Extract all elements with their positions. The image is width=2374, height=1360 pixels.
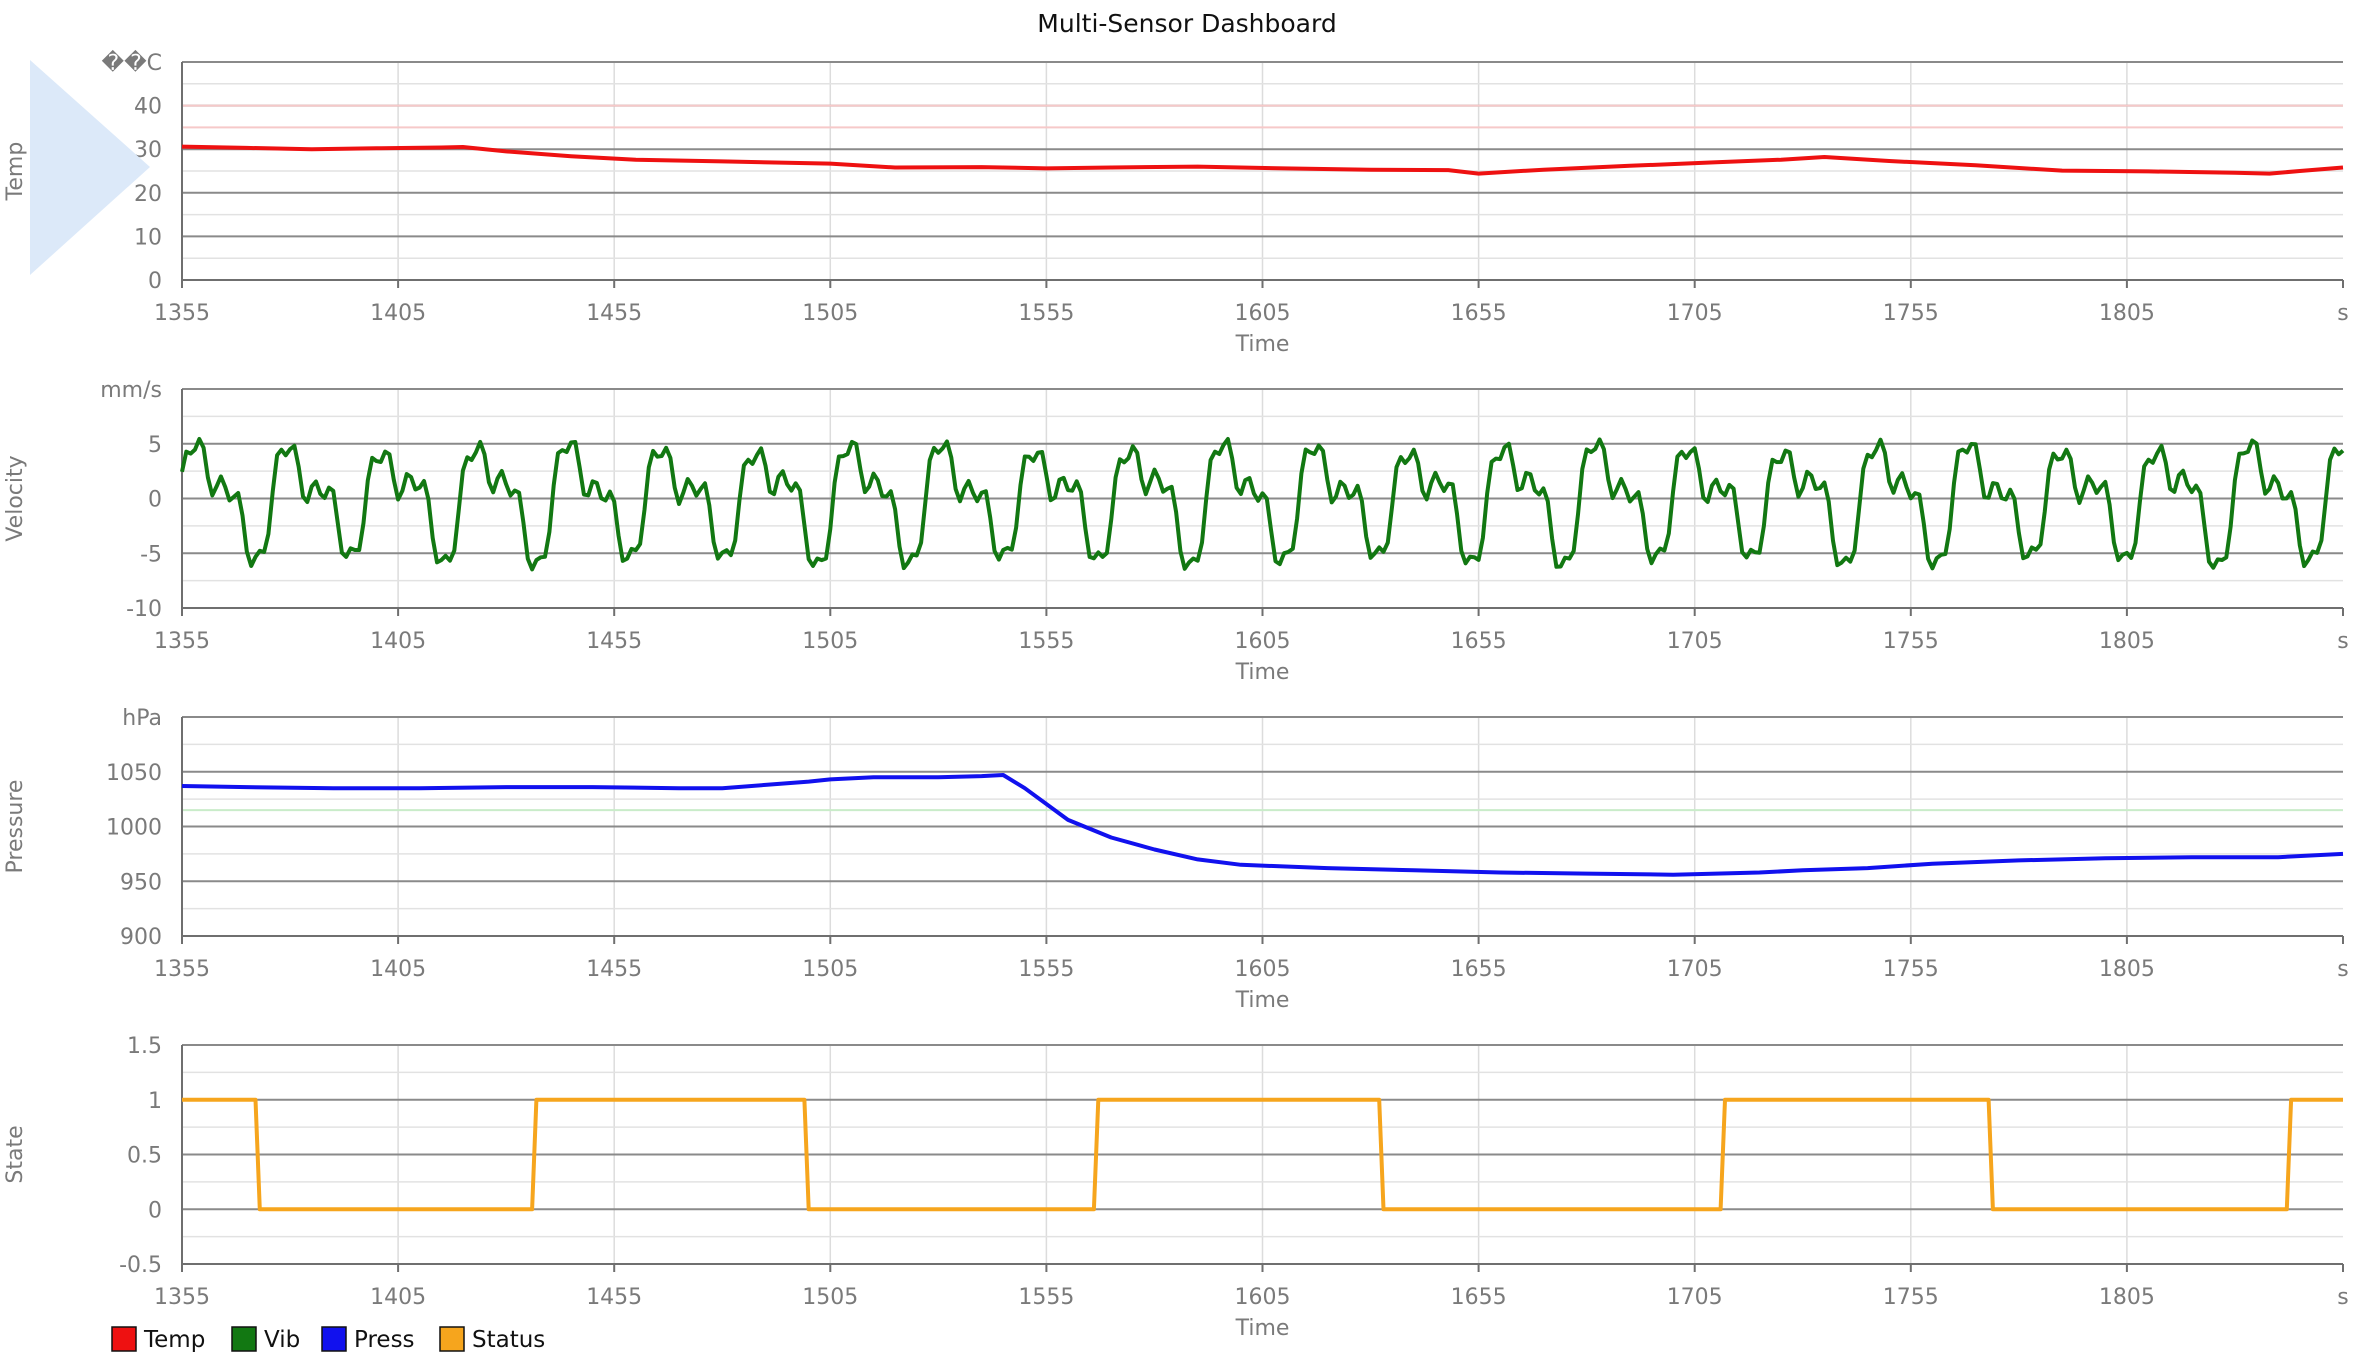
x-axis-label: Time bbox=[1235, 1316, 1290, 1341]
x-tick-label: 1655 bbox=[1451, 957, 1507, 982]
x-unit-label: s bbox=[2337, 301, 2348, 326]
x-tick-label: 1505 bbox=[802, 957, 858, 982]
y-tick-label: 1 bbox=[148, 1089, 162, 1114]
y-tick-label: 950 bbox=[120, 870, 162, 895]
x-unit-label: s bbox=[2337, 957, 2348, 982]
y-unit-label: mm/s bbox=[100, 378, 162, 403]
x-tick-label: 1555 bbox=[1018, 957, 1074, 982]
x-tick-label: 1505 bbox=[802, 629, 858, 654]
legend-label: Status bbox=[472, 1327, 545, 1353]
y-tick-label: -10 bbox=[126, 597, 162, 622]
x-tick-label: 1405 bbox=[370, 957, 426, 982]
x-tick-label: 1655 bbox=[1451, 629, 1507, 654]
play-icon[interactable] bbox=[30, 60, 150, 275]
x-tick-label: 1355 bbox=[154, 629, 210, 654]
x-tick-label: 1755 bbox=[1883, 957, 1939, 982]
x-tick-label: 1555 bbox=[1018, 629, 1074, 654]
x-tick-label: 1405 bbox=[370, 1285, 426, 1310]
x-tick-label: 1705 bbox=[1667, 1285, 1723, 1310]
legend-label: Temp bbox=[143, 1327, 205, 1353]
x-axis-label: Time bbox=[1235, 332, 1290, 357]
y-unit-label: hPa bbox=[122, 706, 162, 731]
x-unit-label: s bbox=[2337, 629, 2348, 654]
series-line-press bbox=[181, 773, 2344, 877]
y-tick-label: 900 bbox=[120, 925, 162, 950]
x-tick-label: 1605 bbox=[1235, 1285, 1291, 1310]
legend-swatch bbox=[231, 1326, 257, 1352]
x-tick-label: 1505 bbox=[802, 301, 858, 326]
x-tick-label: 1405 bbox=[370, 301, 426, 326]
x-tick-label: 1605 bbox=[1235, 957, 1291, 982]
legend-swatch bbox=[439, 1326, 465, 1352]
legend-swatch bbox=[321, 1326, 347, 1352]
y-tick-label: 0.5 bbox=[127, 1144, 162, 1169]
y-tick-label: 0 bbox=[148, 488, 162, 513]
panel-pressure: 900 950 1000 1050 hPa Pressure 1355 1405 1455 150… bbox=[3, 706, 2349, 1013]
y-tick-label: 5 bbox=[148, 433, 162, 458]
x-tick-label: 1705 bbox=[1667, 957, 1723, 982]
x-tick-label: 1605 bbox=[1235, 629, 1291, 654]
x-axis-label: Time bbox=[1235, 988, 1290, 1013]
panel-velocity: -10 -5 0 5 mm/s Velocity 1355 1405 1455 1505 1555 1… bbox=[3, 378, 2349, 685]
series-line-temp bbox=[181, 144, 2344, 176]
y-tick-label: 0 bbox=[148, 1198, 162, 1223]
y-tick-label: 20 bbox=[134, 182, 162, 207]
legend-label: Vib bbox=[264, 1327, 300, 1353]
x-tick-label: 1355 bbox=[154, 957, 210, 982]
x-tick-label: 1505 bbox=[802, 1285, 858, 1310]
y-tick-label: 1.5 bbox=[127, 1034, 162, 1059]
x-unit-label: s bbox=[2337, 1285, 2348, 1310]
x-axis-label: Time bbox=[1235, 660, 1290, 685]
x-tick-label: 1455 bbox=[586, 301, 642, 326]
x-tick-label: 1605 bbox=[1235, 301, 1291, 326]
legend-item-vib[interactable]: Vib bbox=[231, 1326, 300, 1353]
legend-item-temp[interactable]: Temp bbox=[111, 1326, 205, 1353]
x-tick-label: 1555 bbox=[1018, 1285, 1074, 1310]
x-tick-label: 1755 bbox=[1883, 629, 1939, 654]
x-tick-label: 1755 bbox=[1883, 301, 1939, 326]
x-tick-label: 1805 bbox=[2099, 629, 2155, 654]
y-unit-label: ��C bbox=[102, 49, 162, 76]
x-tick-label: 1805 bbox=[2099, 301, 2155, 326]
y-tick-label: -5 bbox=[140, 542, 162, 567]
x-tick-label: 1805 bbox=[2099, 1285, 2155, 1310]
x-tick-label: 1405 bbox=[370, 629, 426, 654]
y-tick-label: -0.5 bbox=[119, 1253, 162, 1278]
y-axis-label: Velocity bbox=[3, 455, 28, 541]
x-tick-label: 1455 bbox=[586, 629, 642, 654]
x-tick-label: 1455 bbox=[586, 957, 642, 982]
y-tick-label: 0 bbox=[148, 269, 162, 294]
chart-title: Multi-Sensor Dashboard bbox=[1037, 9, 1336, 38]
y-tick-label: 1000 bbox=[106, 816, 162, 841]
legend: Temp Vib Press Status bbox=[111, 1326, 545, 1353]
x-tick-label: 1705 bbox=[1667, 629, 1723, 654]
series-line-vib bbox=[180, 437, 2345, 572]
x-tick-label: 1355 bbox=[154, 1285, 210, 1310]
legend-item-status[interactable]: Status bbox=[439, 1326, 545, 1353]
y-axis-label: State bbox=[3, 1125, 28, 1183]
x-tick-label: 1455 bbox=[586, 1285, 642, 1310]
x-tick-label: 1805 bbox=[2099, 957, 2155, 982]
legend-label: Press bbox=[354, 1327, 415, 1353]
y-axis-label: Temp bbox=[3, 142, 28, 202]
x-tick-label: 1655 bbox=[1451, 301, 1507, 326]
x-tick-label: 1655 bbox=[1451, 1285, 1507, 1310]
panel-state: -0.5 0 0.5 1 1.5 State 1355 1405 1455 1505 1555 160… bbox=[3, 1034, 2349, 1341]
x-tick-label: 1705 bbox=[1667, 301, 1723, 326]
x-tick-label: 1755 bbox=[1883, 1285, 1939, 1310]
y-tick-label: 10 bbox=[134, 225, 162, 250]
legend-swatch bbox=[111, 1326, 137, 1352]
y-axis-label: Pressure bbox=[3, 780, 28, 874]
series-line-status bbox=[182, 1097, 2343, 1212]
x-tick-label: 1555 bbox=[1018, 301, 1074, 326]
y-tick-label: 40 bbox=[134, 95, 162, 120]
legend-item-press[interactable]: Press bbox=[321, 1326, 415, 1353]
x-tick-label: 1355 bbox=[154, 301, 210, 326]
y-tick-label: 1050 bbox=[106, 761, 162, 786]
